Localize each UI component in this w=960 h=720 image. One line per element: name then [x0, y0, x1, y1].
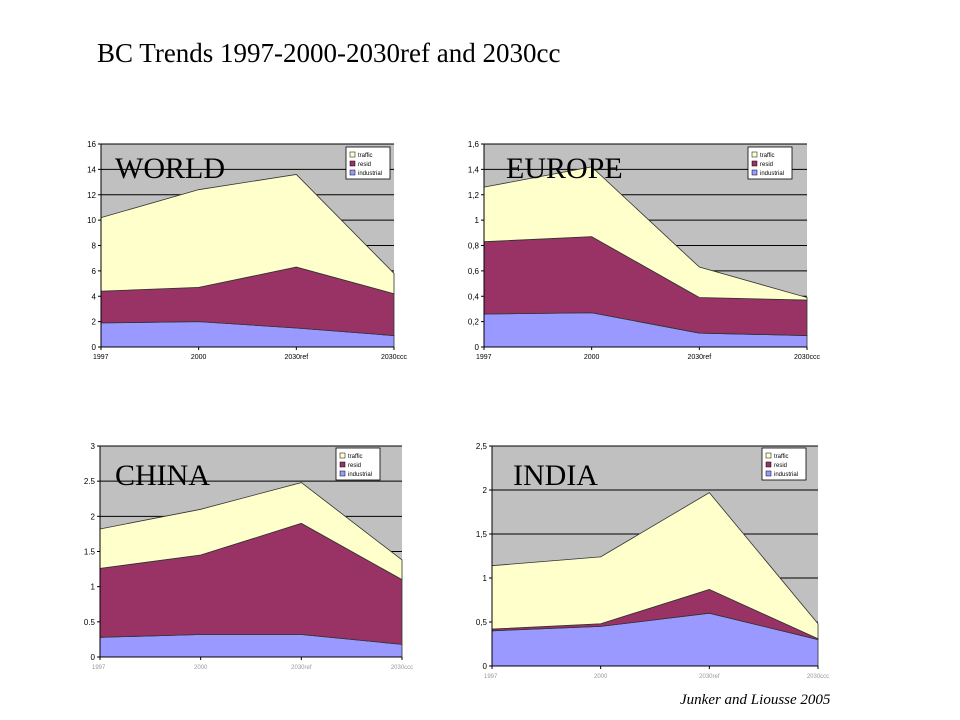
- legend-swatch-industrial: [765, 470, 772, 477]
- x-tick-label: 2030ref: [699, 674, 720, 680]
- y-tick-label: 3: [91, 442, 96, 451]
- x-tick-label: 2030ccc: [381, 354, 408, 361]
- x-tick-label: 2030ref: [291, 665, 312, 671]
- legend-swatch-resid: [349, 160, 356, 167]
- y-tick-label: 1: [91, 583, 96, 592]
- region-label: WORLD: [115, 152, 225, 185]
- y-tick-label: 1: [483, 574, 488, 583]
- area-traffic: [99, 482, 403, 581]
- y-tick-label: 0: [92, 343, 97, 352]
- legend-label-resid: resid: [348, 463, 361, 469]
- legend-label-industrial: industrial: [348, 472, 372, 478]
- y-tick-label: 0,4: [468, 292, 480, 301]
- chart-europe: 0 0,2 0,4 0,6 0,8 1 1,2 1,4 1,6 1997 2000 2030ref 20…: [468, 140, 821, 361]
- y-tick-label: 2: [92, 318, 97, 327]
- chart-china: 0 0.5 1 1.5 2 2.5 3 1997 2000 2030ref 2030ccc traff…: [84, 442, 413, 671]
- x-tick-label: 1997: [484, 674, 498, 680]
- y-tick-label: 1: [475, 216, 480, 225]
- y-tick-label: 1.5: [84, 548, 96, 557]
- y-tick-label: 0,8: [468, 242, 480, 251]
- x-tick-label: 2000: [584, 354, 600, 361]
- x-tick-label: 2030ccc: [807, 674, 829, 680]
- y-tick-label: 6: [92, 267, 97, 276]
- legend-swatch-traffic: [349, 151, 356, 158]
- region-label: INDIA: [513, 459, 598, 492]
- y-tick-label: 2: [483, 486, 488, 495]
- y-tick-label: 0: [483, 662, 488, 671]
- y-tick-label: 0,6: [468, 267, 480, 276]
- page-title: BC Trends 1997-2000-2030ref and 2030cc: [97, 38, 561, 68]
- legend-swatch-industrial: [751, 169, 758, 176]
- x-tick-label: 1997: [476, 354, 492, 361]
- x-tick-label: 1997: [93, 354, 109, 361]
- area-traffic: [491, 492, 819, 640]
- area-traffic: [100, 174, 395, 295]
- legend-swatch-traffic: [751, 151, 758, 158]
- x-tick-label: 2000: [191, 354, 207, 361]
- y-tick-label: 10: [87, 216, 96, 225]
- y-tick-label: 2,5: [476, 442, 488, 451]
- x-tick-label: 2030ccc: [794, 354, 821, 361]
- x-tick-label: 2030ref: [284, 354, 308, 361]
- y-tick-label: 12: [87, 191, 96, 200]
- y-tick-label: 14: [87, 165, 96, 174]
- legend-label-industrial: industrial: [760, 171, 784, 177]
- legend-swatch-traffic: [339, 452, 346, 459]
- region-label: EUROPE: [506, 152, 623, 185]
- y-tick-label: 2.5: [84, 477, 96, 486]
- x-tick-label: 2030ref: [687, 354, 711, 361]
- y-tick-label: 1,4: [468, 165, 480, 174]
- y-tick-label: 8: [92, 242, 97, 251]
- y-tick-label: 1,2: [468, 191, 480, 200]
- y-tick-label: 0: [475, 343, 480, 352]
- y-tick-label: 0: [91, 653, 96, 662]
- legend-swatch-industrial: [339, 470, 346, 477]
- x-tick-label: 2030ccc: [391, 665, 413, 671]
- legend-label-traffic: traffic: [358, 153, 373, 159]
- legend-swatch-resid: [765, 461, 772, 468]
- y-tick-label: 16: [87, 140, 96, 149]
- y-tick-label: 4: [92, 292, 97, 301]
- legend-swatch-traffic: [765, 452, 772, 459]
- region-label: CHINA: [115, 459, 210, 492]
- x-tick-label: 2000: [594, 674, 608, 680]
- legend-label-industrial: industrial: [774, 472, 798, 478]
- y-tick-label: 1,6: [468, 140, 480, 149]
- legend-swatch-resid: [751, 160, 758, 167]
- chart-india: 0 0,5 1 1,5 2 2,5 1997 2000 2030ref 2030ccc traffi…: [476, 442, 829, 680]
- legend-label-resid: resid: [760, 162, 773, 168]
- legend-label-industrial: industrial: [358, 171, 382, 177]
- legend-swatch-industrial: [349, 169, 356, 176]
- y-tick-label: 0.5: [84, 618, 96, 627]
- chart-world: 0 2 4 6 8 10 12 14 16 1997 2000 2030ref 2030ccc traff…: [87, 140, 408, 361]
- y-tick-label: 0,5: [476, 618, 488, 627]
- legend-label-traffic: traffic: [760, 153, 775, 159]
- legend-label-traffic: traffic: [348, 454, 363, 460]
- legend-swatch-resid: [339, 461, 346, 468]
- x-tick-label: 1997: [92, 665, 106, 671]
- x-tick-label: 2000: [194, 665, 208, 671]
- y-tick-label: 2: [91, 512, 96, 521]
- legend-label-resid: resid: [358, 162, 371, 168]
- source-credit: Junker and Liousse 2005: [680, 692, 831, 708]
- area-traffic: [483, 166, 808, 301]
- y-tick-label: 0,2: [468, 318, 480, 327]
- legend-label-resid: resid: [774, 463, 787, 469]
- y-tick-label: 1,5: [476, 530, 488, 539]
- legend-label-traffic: traffic: [774, 454, 789, 460]
